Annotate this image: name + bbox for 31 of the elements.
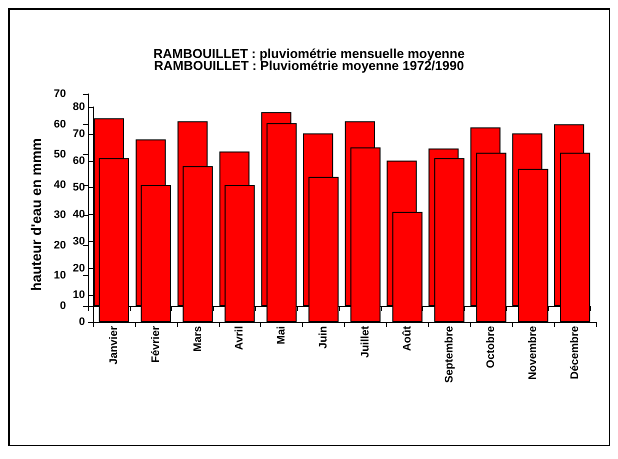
y-tick-label: 20: [54, 239, 66, 252]
chart-title: RAMBOUILLET : pluviométrie mensuelle moyenne: [153, 46, 465, 61]
y-tick-label: 70: [72, 128, 85, 140]
x-tick-label: Novembre: [527, 326, 540, 380]
y-tick-label: 10: [72, 289, 85, 302]
y-tick-label: 70: [54, 88, 66, 100]
x-tick-label: Février: [150, 325, 162, 363]
x-tick-label: Août: [401, 326, 414, 352]
y-tick-label: 10: [54, 270, 66, 282]
x-tick-label: Septembre: [443, 326, 456, 383]
x-tick-label: Juin: [318, 326, 330, 349]
y-tick-label: 40: [54, 178, 66, 191]
x-tick-label: Avril: [234, 326, 246, 350]
y-tick-label: 0: [60, 300, 66, 312]
y-tick-label: 60: [72, 154, 85, 167]
x-tick-label: Juillet: [359, 326, 372, 358]
x-tick-label: Mai: [276, 326, 288, 344]
x-tick-label: Mars: [192, 326, 204, 352]
y-tick-label: 0: [78, 316, 85, 328]
x-tick-label: Octobre: [485, 326, 498, 368]
y-tick-label: 20: [72, 262, 85, 274]
y-tick-label: 80: [72, 101, 85, 113]
y-tick-label: 30: [54, 209, 66, 222]
y-tick-label: 40: [72, 208, 85, 220]
y-tick-label: 30: [72, 235, 85, 248]
y-tick-label: 50: [72, 182, 85, 194]
y-tick-label: 60: [54, 118, 66, 130]
x-tick-label: Décembre: [569, 326, 582, 380]
x-tick-label: Janvier: [108, 325, 120, 365]
y-tick-label: 50: [54, 148, 66, 161]
y-axis-title: hauteur d'eau en mmm: [28, 138, 44, 291]
